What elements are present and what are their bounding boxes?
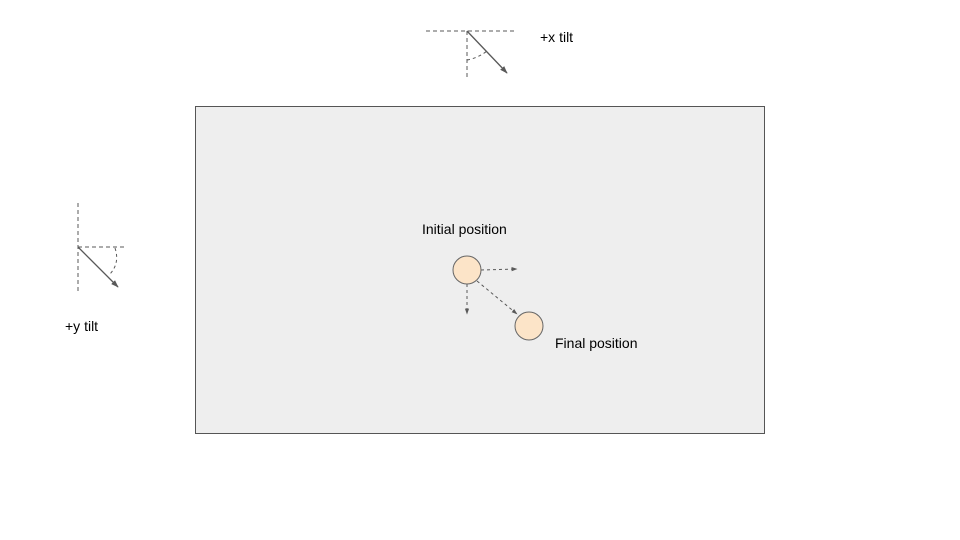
y-tilt-label: +y tilt	[65, 318, 99, 334]
resultant-arrow	[476, 280, 518, 315]
ball-final	[514, 311, 544, 341]
ball-initial	[452, 255, 482, 285]
y-tilt-indicator	[77, 203, 125, 292]
x-tilt-indicator	[426, 30, 516, 77]
x-tilt-label: +x tilt	[540, 29, 574, 45]
initial-position-label: Initial position	[422, 221, 507, 237]
x-component-arrow	[480, 267, 518, 272]
motion-vectors	[464, 267, 518, 315]
final-position-label: Final position	[555, 335, 638, 351]
